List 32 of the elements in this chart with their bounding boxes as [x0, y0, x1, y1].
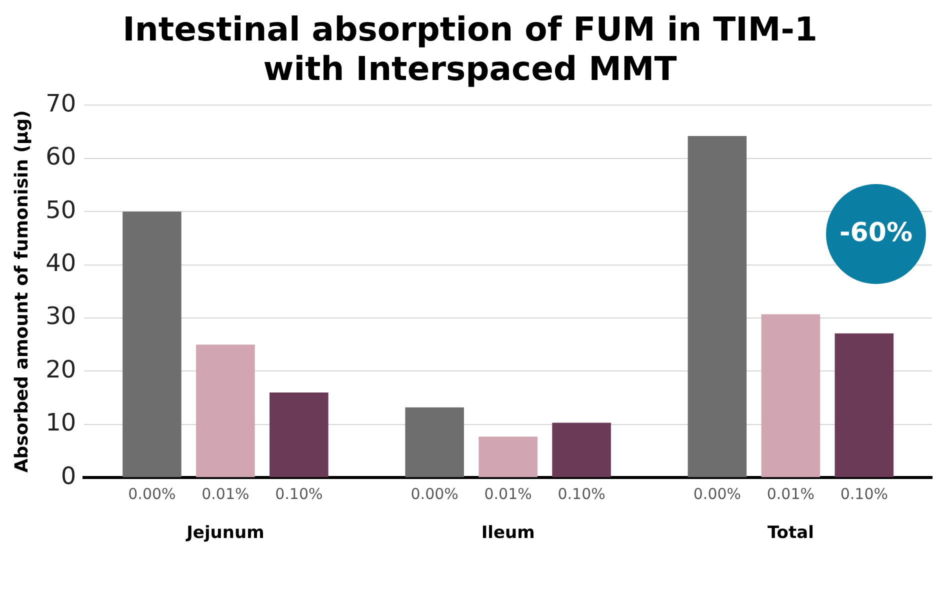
bar: [552, 422, 611, 478]
y-tick-label: 70: [46, 89, 76, 118]
x-tick-label: Jejunum: [186, 523, 264, 544]
bar: [405, 407, 464, 478]
bar: [478, 436, 538, 478]
bar: [122, 212, 182, 478]
bar: [688, 136, 747, 478]
x-tick-label: Total: [767, 523, 814, 544]
y-tick-label: 40: [46, 249, 76, 278]
bar: [196, 344, 255, 478]
y-axis-title: Absorbed amount of fumonisin (µg): [11, 110, 32, 473]
y-tick-label: 20: [46, 355, 76, 384]
bar: [270, 392, 328, 478]
y-tick-label: 50: [46, 196, 76, 224]
y-tick-label: 30: [46, 302, 76, 330]
annotation: -60%: [838, 218, 914, 248]
series-label: 0.01%: [202, 484, 250, 503]
y-tick-label: 60: [46, 142, 76, 171]
bar: [761, 314, 820, 478]
series-label: 0.00%: [128, 484, 176, 503]
chart-title: Intestinal absorption of FUM in TIM-1 with Interspaced MMT: [122, 9, 818, 88]
text: 0.01%: [766, 484, 815, 503]
text: 0.10%: [840, 484, 888, 503]
text: 0.01%: [484, 484, 532, 503]
y-tick-label: 0: [60, 462, 76, 490]
text: 0.10%: [558, 484, 606, 503]
text: 0.00%: [693, 484, 742, 503]
series-label: 0.10%: [275, 484, 323, 503]
bar: [834, 333, 894, 478]
x-tick-label: Ileum: [481, 523, 535, 544]
text: 0.00%: [410, 484, 458, 503]
y-tick-label: 10: [46, 408, 76, 437]
